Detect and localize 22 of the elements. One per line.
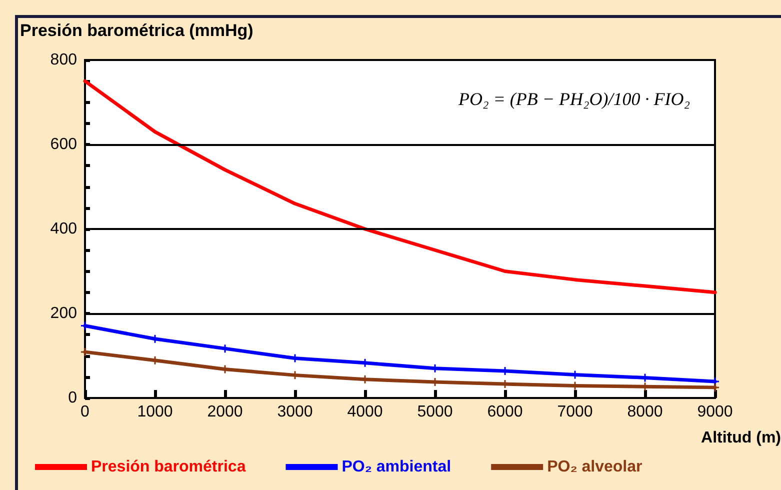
x-tick-label: 0	[80, 404, 90, 420]
y-tick-label: 400	[50, 220, 78, 238]
legend-label: Presión barométrica	[91, 458, 246, 476]
x-tick-label: 1000	[137, 404, 173, 420]
legend-label: PO₂ ambiental	[342, 458, 452, 476]
y-tick-label: 800	[50, 52, 78, 68]
x-tick-label: 3000	[277, 404, 313, 420]
x-tick-label: 7000	[557, 404, 593, 420]
x-tick-label: 2000	[207, 404, 243, 420]
x-tick-label: 4000	[347, 404, 383, 420]
y-tick-label: 600	[50, 136, 78, 153]
x-axis-title: Altitud (m)	[701, 430, 781, 446]
x-tick-label: 8000	[627, 404, 663, 420]
x-tick-label: 6000	[487, 404, 523, 420]
y-tick-label: 0	[68, 390, 78, 406]
y-axis-title: Presión barométrica (mmHg)	[20, 21, 254, 40]
x-tick-label: 9000	[697, 404, 733, 420]
y-tick-label: 200	[50, 305, 78, 322]
legend-label: PO₂ alveolar	[547, 458, 642, 476]
annotation: PO₂ = (PB − PH₂O)/100 · FIO₂	[457, 89, 690, 109]
x-tick-label: 5000	[417, 404, 453, 420]
line-series	[83, 79, 717, 294]
